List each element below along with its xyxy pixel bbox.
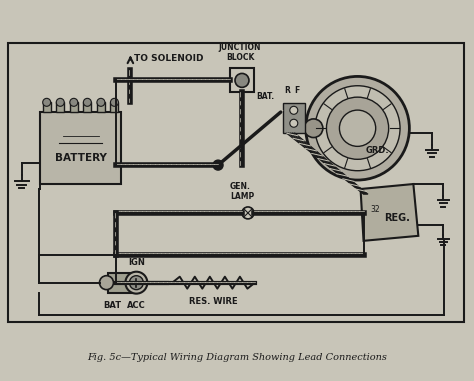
Bar	[110, 102, 118, 112]
Text: TO SOLENOID: TO SOLENOID	[134, 54, 204, 64]
Text: GEN.
LAMP: GEN. LAMP	[230, 182, 254, 201]
Circle shape	[126, 272, 147, 294]
Text: BAT.: BAT.	[257, 92, 275, 101]
Circle shape	[339, 110, 376, 146]
Circle shape	[97, 98, 105, 106]
Bar	[70, 102, 78, 112]
Circle shape	[129, 276, 143, 290]
Bar	[109, 273, 137, 293]
Text: R: R	[284, 86, 290, 95]
Bar	[97, 102, 105, 112]
Text: ACC: ACC	[127, 301, 146, 310]
Bar	[40, 112, 121, 184]
Text: F: F	[294, 86, 300, 95]
Text: BATTERY: BATTERY	[55, 153, 107, 163]
Circle shape	[70, 98, 78, 106]
Bar	[43, 102, 51, 112]
Circle shape	[306, 77, 410, 180]
Text: REG.: REG.	[384, 213, 410, 223]
Circle shape	[43, 98, 51, 106]
Circle shape	[213, 160, 223, 170]
Bar	[83, 102, 91, 112]
Text: JUNCTION
BLOCK: JUNCTION BLOCK	[219, 43, 261, 62]
Bar	[283, 103, 305, 133]
Circle shape	[83, 98, 91, 106]
Text: 32: 32	[371, 205, 380, 215]
Circle shape	[327, 97, 389, 159]
Circle shape	[315, 86, 400, 171]
Text: GRD.: GRD.	[365, 146, 389, 155]
Text: IGN: IGN	[128, 258, 145, 267]
Circle shape	[56, 98, 64, 106]
Text: RES. WIRE: RES. WIRE	[189, 297, 238, 306]
Circle shape	[110, 98, 118, 106]
Circle shape	[304, 119, 323, 138]
Bar	[230, 69, 254, 92]
Text: BAT: BAT	[103, 301, 121, 310]
Bar	[8, 43, 464, 322]
Circle shape	[235, 74, 249, 87]
Text: Fig. 5c—Typical Wiring Diagram Showing Lead Connections: Fig. 5c—Typical Wiring Diagram Showing L…	[87, 353, 387, 362]
Circle shape	[100, 276, 113, 290]
Bar	[56, 102, 64, 112]
Circle shape	[290, 106, 298, 114]
Circle shape	[290, 119, 298, 127]
Polygon shape	[361, 184, 419, 241]
Circle shape	[242, 207, 254, 219]
